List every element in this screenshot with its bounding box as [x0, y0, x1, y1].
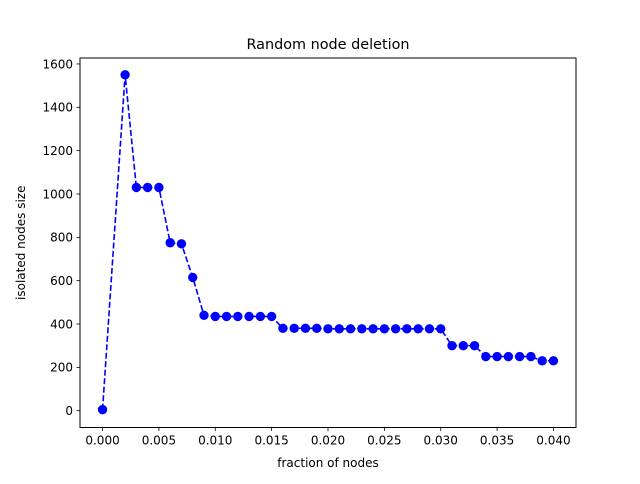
data-point [120, 70, 130, 80]
x-tick-label: 0.035 [480, 434, 514, 448]
data-point [233, 311, 243, 322]
data-point [300, 323, 311, 334]
data-point [526, 351, 536, 362]
x-tick-label: 0.025 [367, 434, 401, 448]
data-point [312, 323, 322, 334]
y-tick-label: 0 [65, 404, 73, 418]
data-point [492, 351, 502, 362]
data-point [154, 182, 164, 193]
y-tick-label: 600 [50, 274, 73, 288]
series-line [101, 74, 554, 410]
y-tick-label: 1000 [42, 187, 73, 201]
data-point [368, 324, 378, 334]
data-point [176, 239, 187, 249]
data-point [199, 310, 209, 321]
data-point [289, 323, 299, 334]
data-point [402, 324, 412, 334]
y-tick-label: 1200 [42, 144, 73, 158]
data-point [481, 351, 491, 362]
y-axis-label: isolated nodes size [14, 186, 28, 300]
x-tick-label: 0.030 [424, 434, 458, 448]
y-axis-ticks: 0 200 400 600 800 1000 1200 1400 1600 [42, 57, 80, 418]
data-point [244, 311, 254, 322]
data-point [503, 351, 514, 362]
data-point [334, 324, 344, 334]
data-point [142, 182, 153, 193]
data-point [131, 182, 142, 193]
chart-title: Random node deletion [246, 37, 409, 53]
x-axis-label: fraction of nodes [277, 456, 379, 470]
axes-frame [79, 57, 577, 428]
data-point [390, 324, 401, 334]
data-point [221, 311, 232, 322]
data-point [458, 340, 468, 351]
data-point [436, 324, 446, 334]
plot-area [97, 70, 559, 415]
data-point [424, 324, 435, 334]
y-tick-label: 200 [50, 361, 73, 375]
data-point [447, 340, 457, 351]
x-tick-label: 0.020 [311, 434, 345, 448]
data-point [357, 324, 367, 334]
y-tick-label: 1600 [42, 57, 73, 71]
data-point [165, 238, 175, 248]
data-point [413, 324, 423, 334]
data-point [537, 356, 547, 366]
data-point [548, 356, 559, 366]
data-point [323, 324, 333, 334]
data-point [255, 311, 266, 322]
data-point [345, 324, 356, 334]
data-point [97, 404, 108, 415]
x-tick-label: 0.010 [198, 434, 232, 448]
x-tick-label: 0.000 [85, 434, 119, 448]
data-point [210, 311, 220, 322]
y-tick-label: 800 [50, 231, 73, 245]
data-point [188, 272, 198, 283]
data-point [266, 311, 277, 322]
x-tick-label: 0.040 [536, 434, 570, 448]
data-point [469, 340, 480, 351]
y-tick-label: 400 [50, 317, 73, 331]
x-tick-label: 0.005 [142, 434, 176, 448]
data-point [278, 323, 288, 334]
x-tick-label: 0.015 [254, 434, 288, 448]
data-point [379, 324, 390, 334]
y-tick-label: 1400 [42, 101, 73, 115]
data-point [514, 351, 525, 362]
x-axis-ticks: 0.000 0.005 0.010 0.015 0.020 0.025 0.030 0.035… [85, 427, 571, 448]
